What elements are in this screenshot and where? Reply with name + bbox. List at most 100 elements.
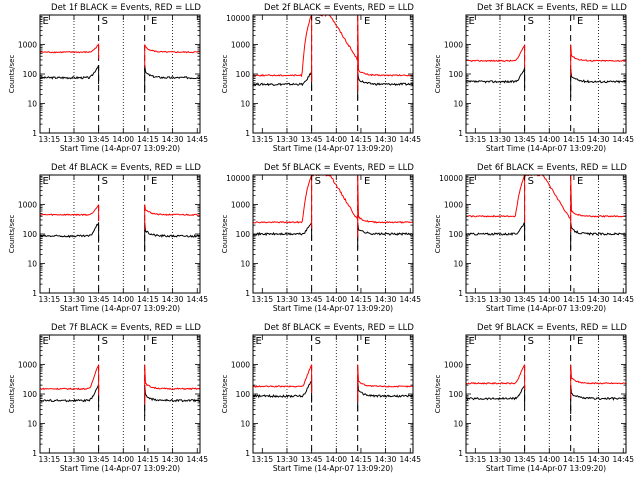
y-tick-label: 100 (236, 70, 251, 79)
x-tick-label: 13:30 (63, 135, 85, 144)
y-tick-label: 1000 (18, 41, 37, 50)
lld-series-line (570, 175, 626, 232)
interval-marker-label: S (315, 336, 321, 347)
interval-marker-label: S (102, 336, 108, 347)
x-tick-label: 14:00 (538, 455, 560, 464)
x-tick-label: 14:15 (137, 455, 159, 464)
chart-title: Det 4f BLACK = Events, RED = LLD (51, 163, 201, 173)
interval-marker-label: E (364, 176, 370, 187)
events-series-line (144, 222, 200, 252)
y-tick-label: 10 (240, 260, 250, 269)
interval-marker-label: E (468, 176, 474, 187)
y-axis-label: Counts/sec (221, 215, 229, 254)
x-axis-label: Start Time (14-Apr-07 13:09:20) (273, 144, 393, 153)
chart-title: Det 3f BLACK = Events, RED = LLD (477, 3, 627, 13)
chart-title: Det 5f BLACK = Events, RED = LLD (264, 163, 414, 173)
y-tick-label: 100 (23, 390, 38, 399)
x-axis-label: Start Time (14-Apr-07 13:09:20) (60, 304, 180, 313)
series-group (253, 175, 413, 250)
lld-series-line (466, 364, 526, 390)
y-axis-label: Counts/sec (434, 215, 442, 254)
events-series-line (40, 64, 100, 85)
x-tick-label: 14:45 (186, 295, 208, 304)
y-tick-label: 100 (449, 70, 464, 79)
plot-frame (252, 14, 414, 134)
x-tick-label: 14:45 (612, 455, 634, 464)
x-tick-label: 13:45 (301, 455, 323, 464)
y-tick-label: 100 (23, 230, 38, 239)
x-tick-label: 14:00 (112, 135, 134, 144)
series-group (466, 175, 626, 250)
x-tick-label: 13:15 (39, 295, 61, 304)
interval-marker-label: E (468, 16, 474, 27)
y-tick-label: 10 (453, 260, 463, 269)
series-group (253, 15, 413, 100)
y-tick-label: 10 (453, 420, 463, 429)
lld-series-line (144, 44, 200, 68)
x-tick-label: 13:15 (252, 295, 274, 304)
x-tick-label: 14:15 (563, 295, 585, 304)
y-tick-label: 1 (32, 129, 37, 138)
x-tick-label: 14:00 (112, 295, 134, 304)
x-tick-label: 13:15 (39, 455, 61, 464)
y-axis-label: Counts/sec (434, 55, 442, 94)
x-tick-label: 14:30 (588, 135, 610, 144)
plot-frame (39, 174, 201, 294)
lld-series-line (570, 364, 626, 399)
y-tick-label: 100 (449, 230, 464, 239)
x-tick-label: 13:45 (301, 135, 323, 144)
y-tick-label: 1000 (231, 361, 250, 370)
x-tick-label: 13:15 (465, 135, 487, 144)
series-group (40, 364, 200, 416)
interval-marker-label: S (528, 176, 534, 187)
interval-marker-label: E (42, 176, 48, 187)
chart-title: Det 1f BLACK = Events, RED = LLD (51, 3, 201, 13)
x-tick-label: 13:45 (514, 455, 536, 464)
lld-series-line (570, 44, 626, 77)
interval-marker-label: E (42, 16, 48, 27)
lld-series-line (144, 364, 200, 405)
interval-marker-label: S (528, 16, 534, 27)
series-group (40, 204, 200, 252)
y-tick-label: 1 (458, 289, 463, 298)
y-tick-label: 1000 (444, 361, 463, 370)
y-tick-label: 100 (236, 390, 251, 399)
x-tick-label: 13:15 (252, 135, 274, 144)
events-series-line (40, 222, 100, 243)
y-tick-label: 100 (23, 70, 38, 79)
y-tick-label: 1 (458, 129, 463, 138)
events-series-line (144, 65, 200, 94)
x-tick-label: 14:45 (186, 135, 208, 144)
plot-frame (465, 14, 627, 134)
y-tick-label: 1 (245, 449, 250, 458)
interval-marker-label: E (364, 336, 370, 347)
events-series-line (570, 68, 626, 98)
x-tick-label: 14:30 (375, 135, 397, 144)
y-tick-label: 10 (240, 100, 250, 109)
events-series-line (40, 383, 100, 408)
lld-series-line (40, 364, 100, 396)
y-tick-label: 1000 (444, 41, 463, 50)
x-tick-label: 13:30 (489, 455, 511, 464)
interval-marker-label: S (102, 176, 108, 187)
y-tick-label: 1 (245, 289, 250, 298)
y-tick-label: 10 (27, 100, 37, 109)
x-tick-label: 13:30 (489, 135, 511, 144)
lld-series-line (144, 204, 200, 231)
events-series-line (466, 67, 526, 89)
x-tick-label: 13:15 (465, 295, 487, 304)
series-group (466, 44, 626, 98)
x-tick-label: 13:45 (88, 455, 110, 464)
y-tick-label: 10 (27, 260, 37, 269)
interval-marker-label: S (102, 16, 108, 27)
events-series-line (357, 71, 413, 100)
x-tick-label: 14:00 (112, 455, 134, 464)
x-tick-label: 13:45 (514, 295, 536, 304)
x-tick-label: 13:45 (514, 135, 536, 144)
